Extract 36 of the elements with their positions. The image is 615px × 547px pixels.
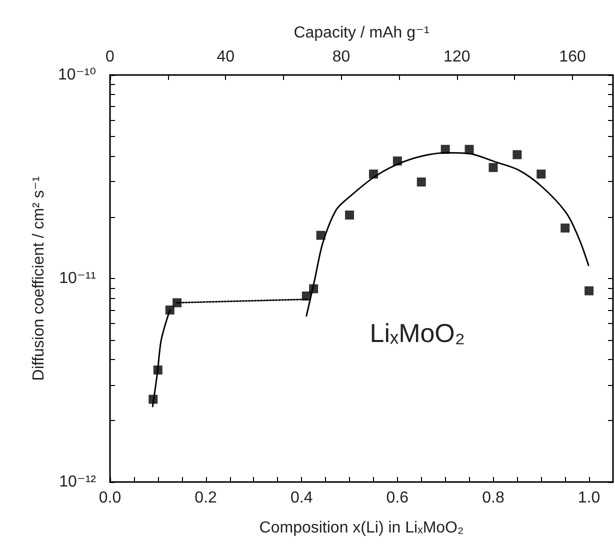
point [440,144,450,154]
point [392,156,402,166]
point [464,144,474,154]
x-tick-label: 0.4 [290,490,313,506]
point [416,177,426,186]
point [488,163,498,172]
point [368,170,378,179]
y-axis-title: Diffusion coefficient / cm² s⁻¹ [30,176,48,381]
x-tick-label: 0.0 [98,490,122,506]
x-tick-label: 0.2 [194,490,218,506]
x-tick-label: 0.8 [482,490,504,506]
point [302,292,311,301]
y-tick-label: 10⁻¹⁰ [58,66,96,84]
point [165,306,174,315]
point [148,394,158,404]
x2-tick-label: 80 [332,48,350,66]
point [172,298,182,308]
x2-tick-label: 0 [106,48,115,66]
point [560,224,570,233]
x2-tick-label: 120 [444,48,470,66]
point [536,170,546,179]
point [345,210,354,220]
y-tick-label: 10⁻¹² [59,474,97,490]
x2-tick-label: 160 [559,48,586,66]
x-axis-title: Composition x(Li) in LiₓMoO₂ [259,520,464,536]
x-tick-label: 0.6 [386,490,409,506]
annotation: LiₓMoO₂ [370,318,465,348]
x2-axis-title: Capacity / mAh g⁻¹ [294,24,430,42]
point [584,286,594,296]
point [309,284,318,294]
point [316,230,326,240]
point [153,366,162,375]
y-tick-label: 10⁻¹¹ [59,270,96,287]
x2-tick-label: 40 [216,48,235,66]
x-tick-label: 1.0 [578,490,600,506]
point [512,150,522,160]
